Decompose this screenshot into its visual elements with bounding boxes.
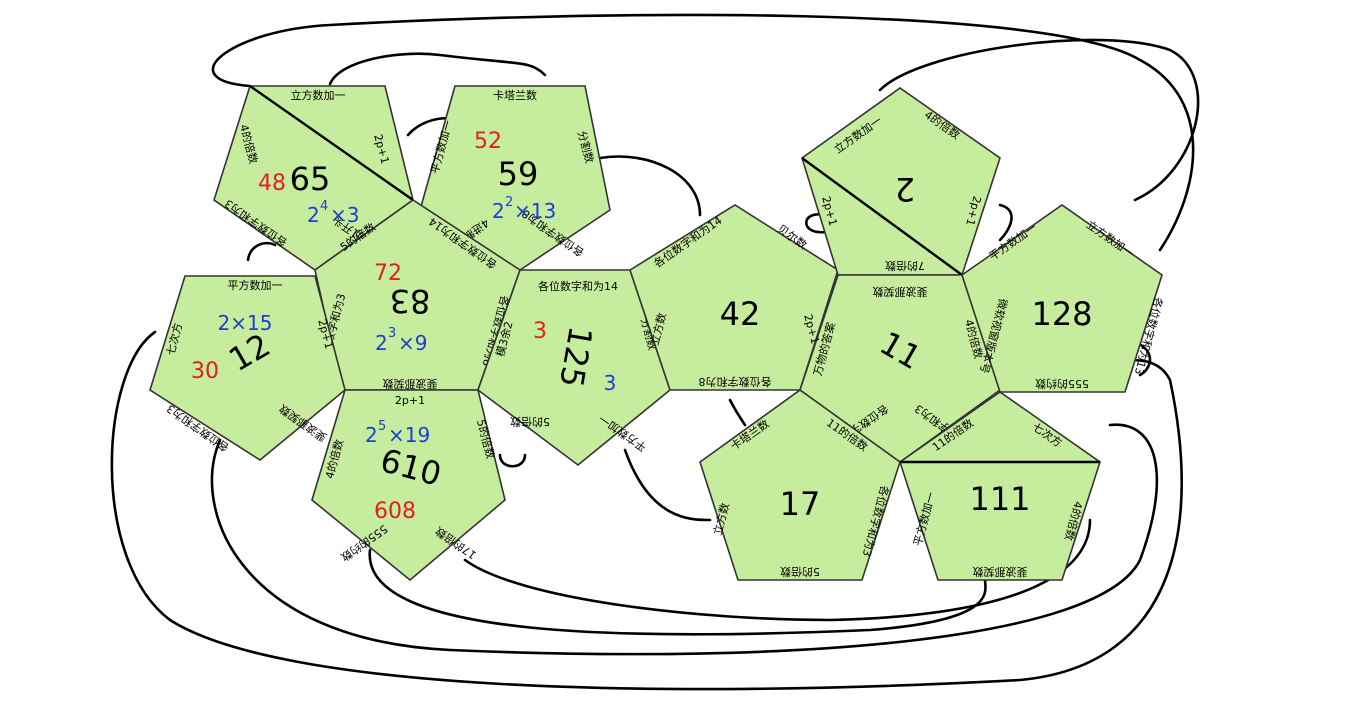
blue-factor: 2: [365, 423, 378, 447]
blue-exponent: 2: [505, 195, 513, 210]
edge-label: 立方数加一: [291, 88, 346, 102]
edge-label: 斐波那契数: [973, 565, 1028, 579]
red-note: 3: [533, 319, 547, 344]
edge-label: 斐波那契数: [873, 285, 928, 299]
face-2: 立方数加一 4的倍数 2p+1 7的倍数 2p+1 2: [801, 87, 1001, 276]
face-610: 2p+1 5的倍数 17的倍数 555的约数 4的倍数 610 608 2 5 …: [311, 389, 506, 582]
red-note: 52: [474, 129, 502, 154]
edge-label: 2p+1: [395, 394, 425, 407]
face-125: 各位数字和为14 分割数 平方数加一 5的倍数 模3余2 125 3 3: [477, 269, 671, 467]
face-number: 128: [1031, 295, 1092, 333]
connection-curve: [211, 13, 1195, 252]
connection-curve: [878, 38, 1200, 202]
face-17: 卡塔兰数 11的倍数 各位数字和为3 5的倍数 立方数 17: [699, 389, 901, 581]
blue-factor-tail: ×13: [514, 199, 556, 223]
blue-exponent: 4: [320, 199, 328, 214]
blue-factor-tail: ×9: [398, 331, 427, 355]
edge-label: 7的倍数: [885, 259, 925, 273]
edge-label: 平方数加一: [228, 278, 283, 292]
face-111: 11的倍数 七次方 4的倍数 斐波那契数 平方数加一 111: [899, 391, 1101, 581]
face-number: 83: [390, 282, 431, 320]
face-number: 59: [498, 155, 539, 193]
blue-factor-tail: ×19: [388, 423, 430, 447]
connection-curve: [728, 398, 747, 427]
connection-curve: [210, 423, 1159, 656]
edge-label: 5的倍数: [780, 565, 820, 579]
blue-exponent: 5: [378, 419, 386, 434]
connection-curve: [110, 330, 1183, 691]
edge-label: 5的倍数: [510, 415, 550, 429]
connection-curve: [246, 241, 277, 262]
connection-curve: [463, 518, 1092, 622]
edge-label: 555的约数: [1035, 377, 1089, 391]
blue-factor: 2×15: [218, 311, 273, 335]
connection-curve: [998, 203, 1013, 242]
face-128: 平方数加一 立方数加一 各位数字和为13 555的约数 微软视窗版本号 128: [961, 204, 1166, 393]
face-number: 65: [290, 160, 331, 198]
blue-factor-tail: ×3: [330, 203, 359, 227]
connection-curve: [623, 448, 712, 522]
face-65: 立方数加一 2p+1 4进制1开头 各位数字和为3 4的倍数 65 48 2 4…: [213, 85, 414, 271]
blue-note: 3: [604, 371, 617, 395]
edge-label: 各位数字和为14: [538, 279, 618, 293]
face-number: 111: [969, 480, 1030, 518]
red-note: 72: [374, 261, 402, 286]
blue-factor: 2: [307, 203, 320, 227]
face-number: 2: [895, 170, 915, 208]
edge-label: 卡塔兰数: [493, 89, 537, 102]
face-number: 17: [780, 485, 821, 523]
blue-factor: 2: [492, 199, 505, 223]
blue-factor: 2: [375, 331, 388, 355]
connection-curve: [498, 453, 527, 468]
edge-label: 斐波那契数: [383, 377, 438, 391]
red-note: 30: [191, 359, 219, 384]
edge-label: 各位数字和为8: [699, 375, 772, 389]
face-12: 平方数加一 2p+1 斐波那契数 各位数字和为3 七次方 12 30 2×15: [149, 275, 346, 461]
connection-curve: [368, 548, 987, 636]
face-number: 42: [720, 295, 761, 333]
face-42: 各位数字和为14 贝尔数 各位数字和为8 立方数 42: [629, 204, 839, 391]
connection-curve: [328, 52, 547, 86]
connection-curve: [598, 155, 702, 217]
red-note: 608: [374, 499, 416, 524]
red-note: 48: [258, 171, 286, 196]
blue-exponent: 3: [388, 326, 396, 341]
